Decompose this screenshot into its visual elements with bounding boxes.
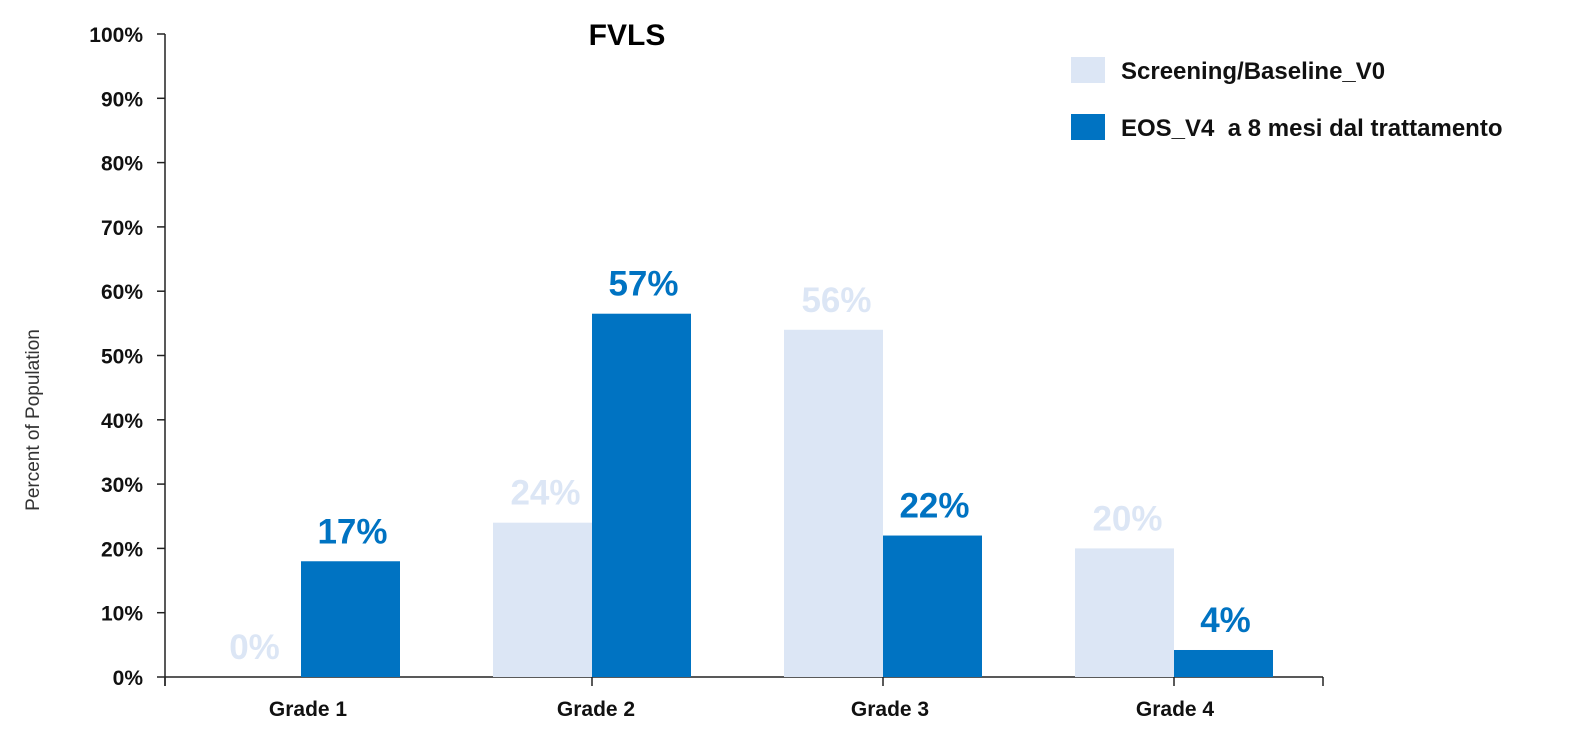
bar-value-label: 24% [510,474,580,513]
y-tick-label: 70% [101,217,143,240]
y-tick-label: 60% [101,281,143,304]
y-tick-label: 10% [101,603,143,626]
bar-value-label: 0% [229,628,280,667]
y-tick-label: 100% [89,24,143,47]
bar-value-label: 56% [801,281,871,320]
bar [883,535,982,677]
bar-value-label: 17% [317,512,387,551]
legend: Screening/Baseline_V0 EOS_V4 a 8 mesi dal… [1071,57,1502,142]
bar-value-label: 57% [608,265,678,304]
y-tick-label: 80% [101,153,143,176]
bar [301,561,400,677]
y-tick-label: 20% [101,538,143,561]
y-tick-label: 30% [101,474,143,497]
y-tick-label: 0% [113,667,144,690]
y-tick-label: 50% [101,346,143,369]
x-tick-label: Grade 1 [269,698,348,721]
bar-value-label: 4% [1200,601,1251,640]
bar-value-label: 22% [899,487,969,526]
x-tick-label: Grade 3 [851,698,929,721]
bar [1174,649,1273,677]
bar [1075,548,1174,677]
x-tick-label: Grade 4 [1136,698,1215,721]
legend-swatch [1071,57,1105,83]
legend-label: Screening/Baseline_V0 [1121,58,1385,85]
bar-value-label: 20% [1092,499,1162,538]
y-tick-label: 90% [101,88,143,111]
bar [493,522,592,677]
y-axis-label: Percent of Population [23,329,44,511]
bar [784,329,883,677]
legend-swatch [1071,114,1105,140]
data-labels: 0% 24% 56% 20% 17% 57% 22% 4% [229,265,1251,667]
x-tick-label: Grade 2 [557,698,635,721]
legend-label: EOS_V4 a 8 mesi dal trattamento [1121,115,1502,142]
bar [592,313,691,677]
chart-title: FVLS [589,19,666,52]
bars [301,313,1273,677]
axes: 0% 10% 20% 30% 40% 50% 60% 70% 80% 90% 100% Grade 1… [89,24,1324,721]
y-tick-label: 40% [101,410,143,433]
